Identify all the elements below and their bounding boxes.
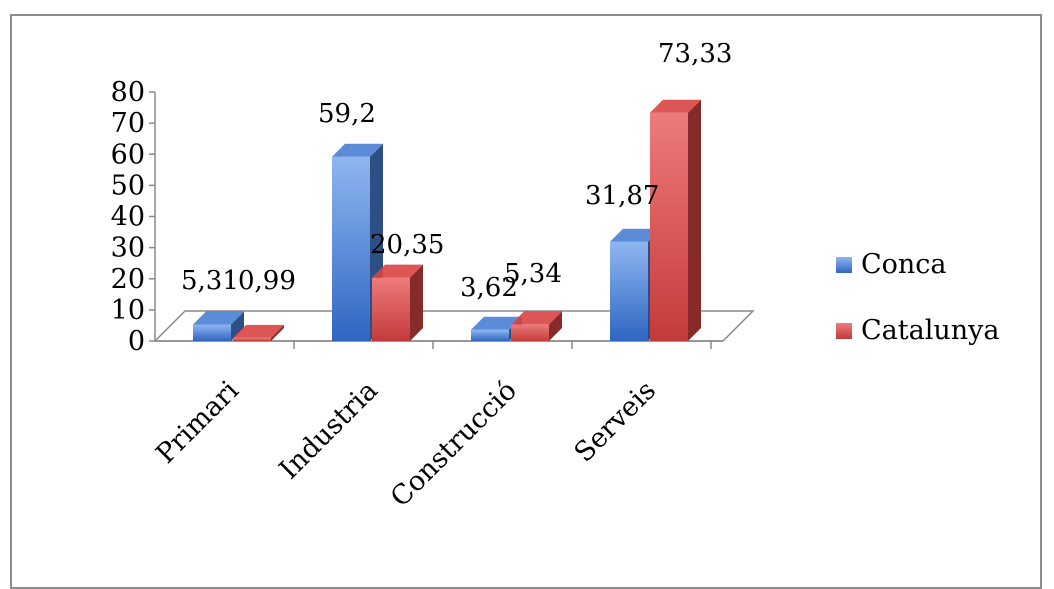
bar-top bbox=[233, 324, 284, 338]
legend: Conca Catalunya bbox=[836, 249, 999, 346]
y-tick-label: 10 bbox=[111, 295, 145, 326]
bar-front bbox=[610, 241, 648, 341]
bar-side bbox=[549, 311, 562, 341]
y-tick-label: 50 bbox=[111, 170, 145, 201]
bar-top bbox=[372, 264, 423, 278]
bar-top bbox=[193, 311, 244, 325]
bar-catalunya-2 bbox=[511, 311, 562, 341]
x-axis: Primari Industria Construcció Serveis bbox=[150, 340, 723, 513]
legend-label-catalunya: Catalunya bbox=[861, 315, 999, 346]
x-tick-label: Primari bbox=[150, 375, 245, 470]
x-tick-label: Industria bbox=[274, 375, 384, 485]
data-label-conca: 31,87 bbox=[585, 181, 659, 211]
data-label-catalunya: 20,35 bbox=[370, 230, 444, 260]
bar-catalunya-1 bbox=[372, 264, 423, 341]
bar-front bbox=[193, 324, 231, 341]
data-label-conca: 59,2 bbox=[318, 99, 376, 129]
y-tick-label: 0 bbox=[128, 326, 145, 357]
bar-top bbox=[471, 316, 522, 330]
bar-catalunya-3 bbox=[650, 99, 701, 341]
data-label-catalunya: 5,34 bbox=[504, 259, 562, 289]
bar-top bbox=[511, 311, 562, 325]
bar-front bbox=[233, 337, 271, 341]
y-tick-label: 70 bbox=[111, 108, 145, 139]
x-tick-label: Serveis bbox=[569, 375, 662, 468]
bar-front bbox=[471, 329, 509, 341]
y-tick-label: 80 bbox=[111, 77, 145, 108]
bar-top bbox=[332, 143, 383, 157]
bar-side bbox=[231, 311, 244, 341]
bar-side bbox=[688, 99, 701, 341]
bar-front bbox=[332, 156, 370, 341]
x-tick-label: Construcció bbox=[385, 375, 523, 513]
y-tick-label: 60 bbox=[111, 139, 145, 170]
legend-swatch-conca bbox=[836, 257, 852, 273]
legend-swatch-catalunya bbox=[836, 323, 852, 339]
data-label-catalunya: 0,99 bbox=[238, 266, 296, 296]
bars bbox=[193, 99, 701, 341]
data-label-conca: 3,62 bbox=[460, 273, 518, 303]
bar-front bbox=[650, 112, 688, 341]
data-labels: 5,31 0,99 59,2 20,35 3,625,34 31,87 73,33 bbox=[181, 39, 732, 303]
bar-side bbox=[271, 324, 284, 341]
y-tick-label: 20 bbox=[111, 264, 145, 295]
bar-conca-0 bbox=[193, 311, 244, 341]
bar-top bbox=[650, 99, 701, 113]
bar-side bbox=[410, 264, 423, 341]
bar-front bbox=[511, 324, 549, 341]
bar-catalunya-0 bbox=[233, 324, 284, 341]
y-tick-label: 40 bbox=[111, 202, 145, 233]
bar-front bbox=[372, 277, 410, 341]
data-label-catalunya: 73,33 bbox=[658, 39, 732, 69]
legend-label-conca: Conca bbox=[861, 249, 947, 280]
y-tick-label: 30 bbox=[111, 233, 145, 264]
data-label-conca: 5,31 bbox=[181, 266, 239, 296]
bar-top bbox=[610, 228, 661, 242]
chart-frame bbox=[10, 14, 1042, 589]
